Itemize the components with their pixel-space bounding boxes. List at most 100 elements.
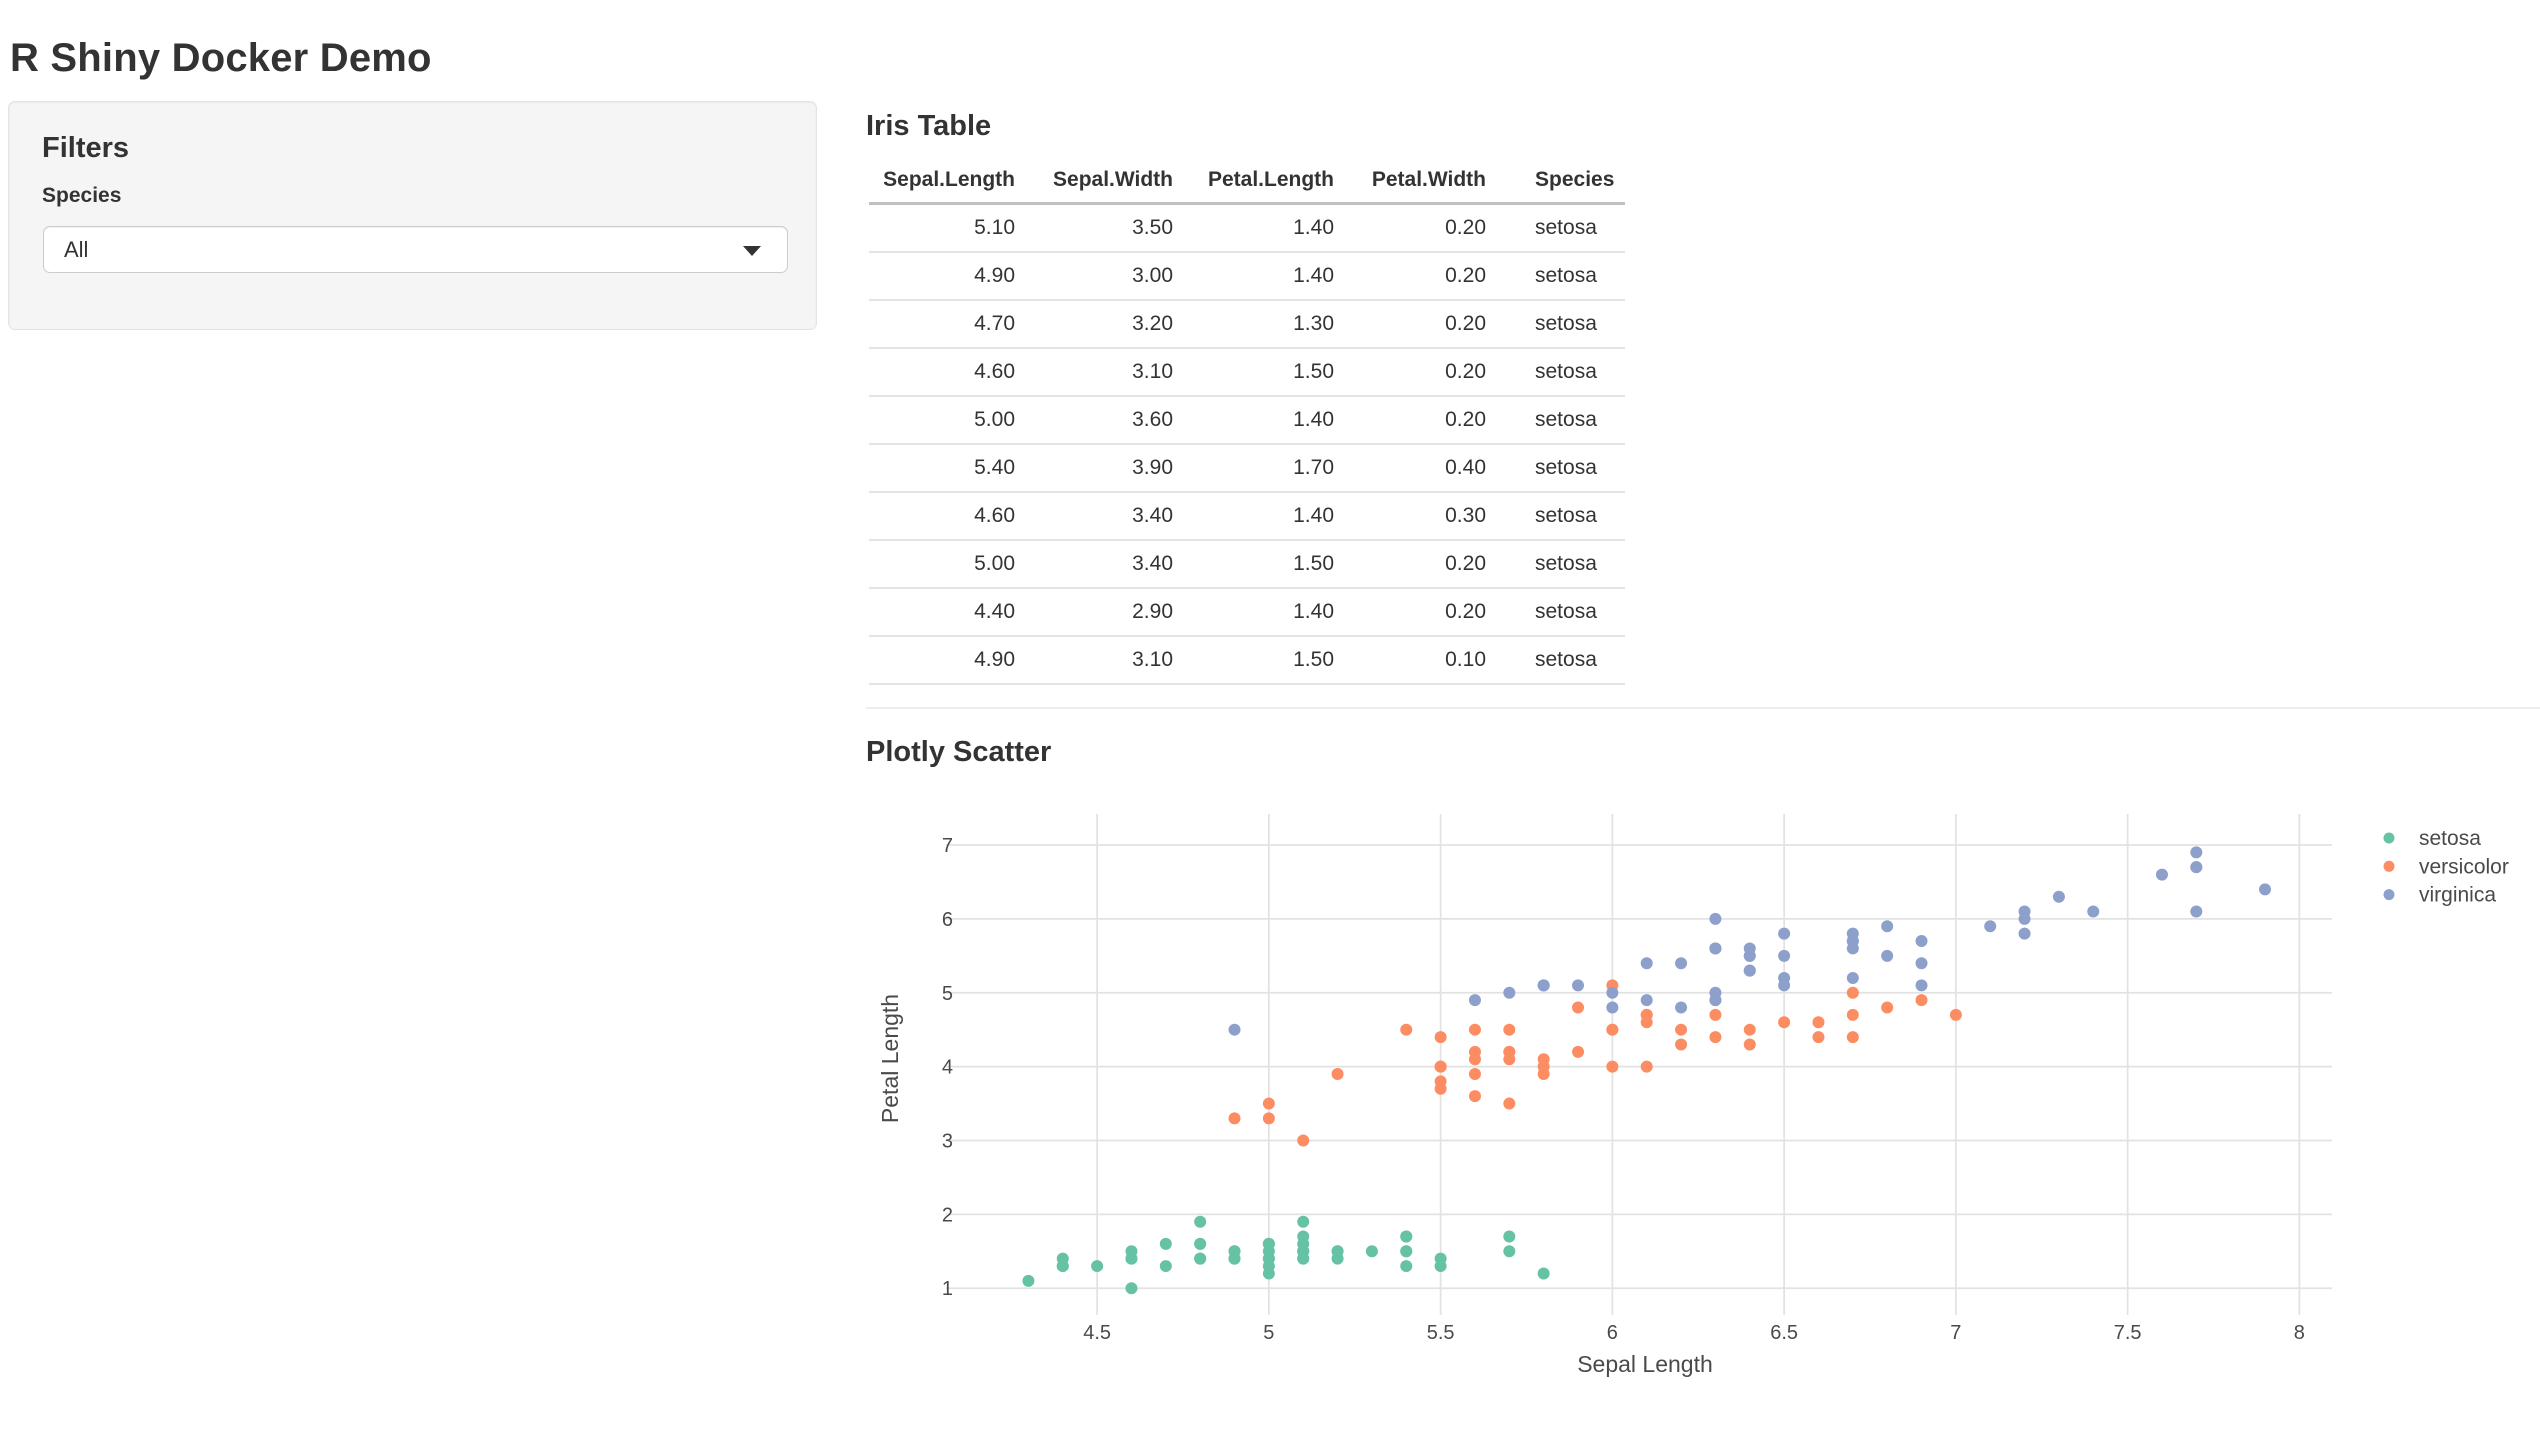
filters-panel: Filters Species All bbox=[8, 101, 817, 330]
table-row: 5.00 3.60 1.40 0.20 setosa bbox=[869, 396, 1625, 445]
cell-value: 4.70 bbox=[869, 300, 1028, 349]
column-header-sepal-width: Sepal.Width bbox=[1028, 158, 1186, 205]
data-point bbox=[1400, 1245, 1413, 1258]
y-tick-label: 2 bbox=[942, 1204, 953, 1226]
data-point bbox=[1159, 1237, 1172, 1250]
legend-label: versicolor bbox=[2419, 855, 2509, 878]
series-virginica bbox=[1228, 846, 2272, 1036]
data-point bbox=[1125, 1282, 1138, 1295]
table-row: 4.60 3.40 1.40 0.30 setosa bbox=[869, 492, 1625, 541]
data-point bbox=[1640, 1060, 1653, 1073]
data-point bbox=[1262, 1237, 1275, 1250]
y-tick-label: 3 bbox=[942, 1130, 953, 1152]
data-point bbox=[1606, 986, 1619, 999]
cell-species: setosa bbox=[1499, 444, 1625, 493]
cell-value: 0.20 bbox=[1347, 300, 1499, 349]
table-row: 4.60 3.10 1.50 0.20 setosa bbox=[869, 348, 1625, 397]
data-point bbox=[1812, 1031, 1825, 1044]
x-tick-label: 5 bbox=[1263, 1322, 1274, 1344]
data-point bbox=[1159, 1260, 1172, 1273]
species-select-label: Species bbox=[42, 184, 122, 207]
cell-value: 0.20 bbox=[1347, 348, 1499, 397]
data-point bbox=[1468, 1023, 1481, 1036]
data-point bbox=[1503, 1023, 1516, 1036]
data-point bbox=[1434, 1082, 1447, 1095]
data-point bbox=[1949, 1008, 1962, 1021]
data-point bbox=[2018, 912, 2031, 925]
data-point bbox=[1709, 1008, 1722, 1021]
data-point bbox=[1537, 979, 1550, 992]
data-point bbox=[1743, 949, 1756, 962]
plot-legend: setosa versicolor virginica bbox=[2383, 827, 2509, 907]
table-row: 4.90 3.00 1.40 0.20 setosa bbox=[869, 252, 1625, 301]
cell-value: 1.50 bbox=[1186, 348, 1347, 397]
cell-value: 1.40 bbox=[1186, 492, 1347, 541]
data-point bbox=[1606, 1023, 1619, 1036]
data-point bbox=[1091, 1260, 1104, 1273]
species-select[interactable]: All bbox=[43, 226, 788, 273]
data-point bbox=[1434, 1260, 1447, 1273]
legend-item-versicolor[interactable]: versicolor bbox=[2383, 855, 2509, 878]
y-tick-label: 4 bbox=[942, 1057, 953, 1079]
cell-value: 1.50 bbox=[1186, 636, 1347, 685]
x-axis-title: Sepal Length bbox=[1577, 1351, 1713, 1377]
legend-marker-virginica bbox=[2383, 889, 2395, 901]
data-point bbox=[1297, 1237, 1310, 1250]
x-tick-label: 7.5 bbox=[2114, 1322, 2142, 1344]
data-point bbox=[1812, 1016, 1825, 1029]
cell-value: 3.20 bbox=[1028, 300, 1186, 349]
plotly-scatter-heading: Plotly Scatter bbox=[866, 736, 1052, 768]
data-point bbox=[1194, 1252, 1207, 1265]
data-point bbox=[1503, 986, 1516, 999]
data-point bbox=[1675, 957, 1688, 970]
iris-table-heading: Iris Table bbox=[866, 110, 992, 142]
cell-value: 0.20 bbox=[1347, 540, 1499, 589]
data-point bbox=[1400, 1230, 1413, 1243]
cell-value: 4.40 bbox=[869, 588, 1028, 637]
cell-value: 1.40 bbox=[1186, 252, 1347, 301]
x-tick-label: 6 bbox=[1607, 1322, 1618, 1344]
data-point bbox=[1228, 1252, 1241, 1265]
cell-value: 2.90 bbox=[1028, 588, 1186, 637]
cell-value: 0.30 bbox=[1347, 492, 1499, 541]
data-point bbox=[1022, 1274, 1035, 1287]
data-point bbox=[1194, 1215, 1207, 1228]
data-point bbox=[2155, 868, 2168, 881]
data-point bbox=[1606, 1001, 1619, 1014]
data-point bbox=[1881, 920, 1894, 933]
data-point bbox=[1846, 1008, 1859, 1021]
data-point bbox=[1262, 1097, 1275, 1110]
legend-item-virginica[interactable]: virginica bbox=[2383, 884, 2497, 907]
page-title: R Shiny Docker Demo bbox=[10, 36, 432, 80]
data-point bbox=[1915, 979, 1928, 992]
data-point bbox=[1331, 1245, 1344, 1258]
data-point bbox=[1675, 1023, 1688, 1036]
cell-value: 0.20 bbox=[1347, 396, 1499, 445]
cell-value: 0.20 bbox=[1347, 203, 1499, 253]
cell-species: setosa bbox=[1499, 300, 1625, 349]
filters-heading: Filters bbox=[42, 132, 130, 164]
data-point bbox=[1640, 957, 1653, 970]
series-versicolor bbox=[1228, 979, 1962, 1147]
y-tick-label: 1 bbox=[942, 1278, 953, 1300]
data-point bbox=[1709, 912, 1722, 925]
data-point bbox=[1572, 1045, 1585, 1058]
scatter-plot[interactable]: 1 2 3 4 5 6 7 4.5 5 5.5 6 6.5 7 7.5 8 Sepal Length Petal… bbox=[869, 780, 2540, 1420]
data-point bbox=[1228, 1112, 1241, 1125]
y-tick-label: 6 bbox=[942, 909, 953, 931]
data-point bbox=[1915, 935, 1928, 948]
data-point bbox=[2190, 905, 2203, 918]
data-point bbox=[1675, 1038, 1688, 1051]
column-header-petal-length: Petal.Length bbox=[1186, 158, 1347, 205]
cell-species: setosa bbox=[1499, 203, 1625, 253]
column-header-petal-width: Petal.Width bbox=[1347, 158, 1499, 205]
data-point bbox=[1778, 971, 1791, 984]
data-point bbox=[2018, 927, 2031, 940]
data-point bbox=[1743, 964, 1756, 977]
data-point bbox=[1778, 927, 1791, 940]
data-point bbox=[1709, 942, 1722, 955]
legend-item-setosa[interactable]: setosa bbox=[2383, 827, 2482, 850]
data-point bbox=[1194, 1237, 1207, 1250]
axis-tick-labels: 1 2 3 4 5 6 7 4.5 5 5.5 6 6.5 7 7.5 8 bbox=[942, 835, 2305, 1344]
data-point bbox=[1846, 986, 1859, 999]
